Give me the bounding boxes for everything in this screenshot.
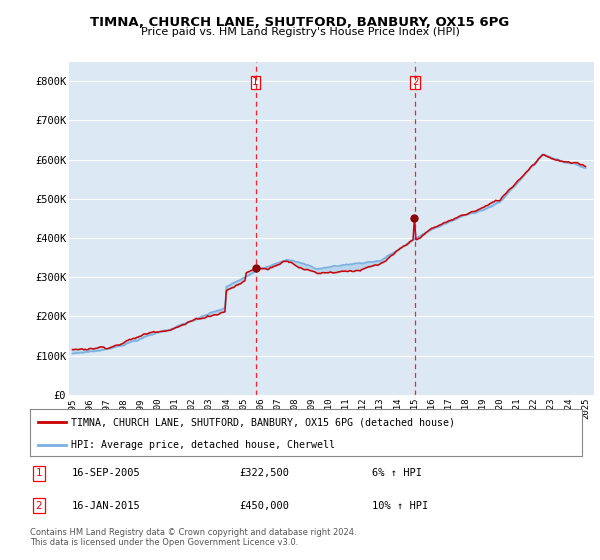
Text: TIMNA, CHURCH LANE, SHUTFORD, BANBURY, OX15 6PG (detached house): TIMNA, CHURCH LANE, SHUTFORD, BANBURY, O…	[71, 417, 455, 427]
Text: £450,000: £450,000	[240, 501, 290, 511]
Text: 6% ↑ HPI: 6% ↑ HPI	[372, 468, 422, 478]
Text: Contains HM Land Registry data © Crown copyright and database right 2024.
This d: Contains HM Land Registry data © Crown c…	[30, 528, 356, 547]
Text: 2: 2	[412, 77, 418, 87]
Text: 2: 2	[35, 501, 42, 511]
Text: 16-JAN-2015: 16-JAN-2015	[71, 501, 140, 511]
Text: HPI: Average price, detached house, Cherwell: HPI: Average price, detached house, Cher…	[71, 440, 335, 450]
Text: 1: 1	[35, 468, 42, 478]
Text: £322,500: £322,500	[240, 468, 290, 478]
Text: 1: 1	[252, 77, 259, 87]
Text: 16-SEP-2005: 16-SEP-2005	[71, 468, 140, 478]
Text: TIMNA, CHURCH LANE, SHUTFORD, BANBURY, OX15 6PG: TIMNA, CHURCH LANE, SHUTFORD, BANBURY, O…	[91, 16, 509, 29]
Text: 10% ↑ HPI: 10% ↑ HPI	[372, 501, 428, 511]
Text: Price paid vs. HM Land Registry's House Price Index (HPI): Price paid vs. HM Land Registry's House …	[140, 27, 460, 37]
